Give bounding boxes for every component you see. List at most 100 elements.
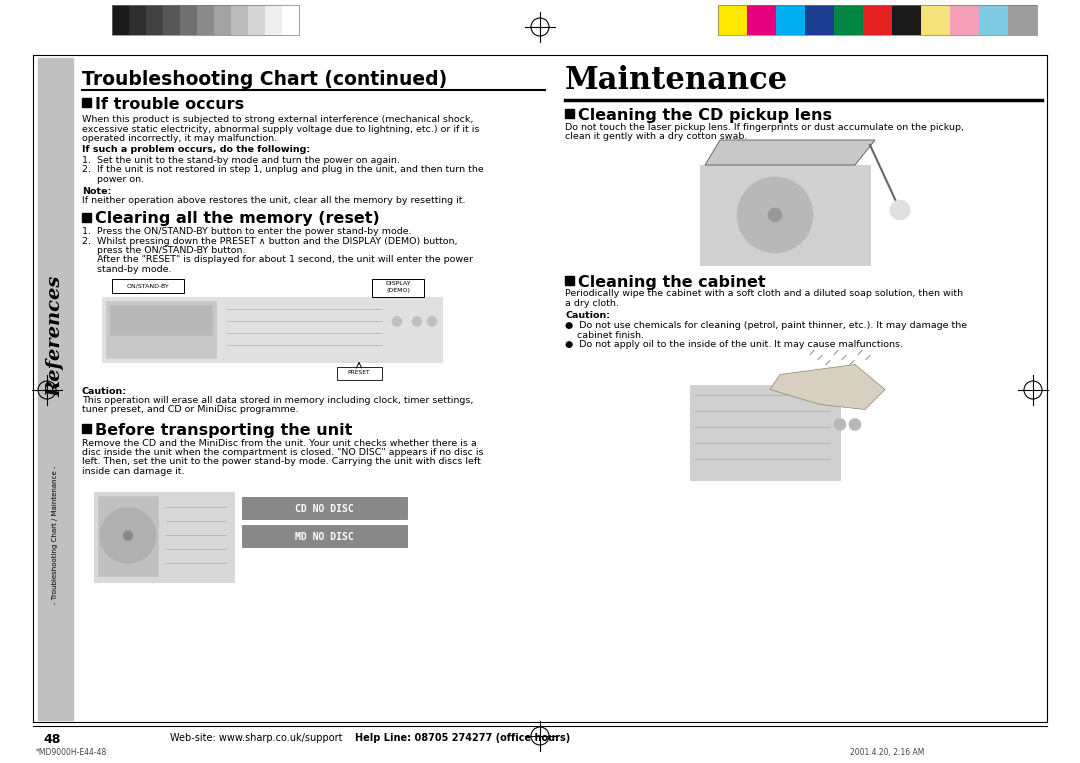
Bar xyxy=(112,5,299,35)
Text: cabinet finish.: cabinet finish. xyxy=(565,330,644,340)
Text: *MD9000H-E44-48: *MD9000H-E44-48 xyxy=(36,748,107,757)
Text: Maintenance: Maintenance xyxy=(565,65,788,96)
Text: (DEMO): (DEMO) xyxy=(386,288,410,293)
Text: This operation will erase all data stored in memory including clock, timer setti: This operation will erase all data store… xyxy=(82,396,473,405)
Bar xyxy=(690,385,840,479)
Text: MD NO DISC: MD NO DISC xyxy=(295,532,354,542)
Circle shape xyxy=(100,507,156,564)
Text: 48: 48 xyxy=(43,733,60,746)
Bar xyxy=(110,304,212,334)
Bar xyxy=(112,278,184,292)
Bar xyxy=(242,497,407,519)
Bar xyxy=(1008,5,1037,35)
Text: 1.  Press the ON/STAND-BY button to enter the power stand-by mode.: 1. Press the ON/STAND-BY button to enter… xyxy=(82,227,411,236)
Bar xyxy=(777,5,805,35)
Bar xyxy=(112,5,129,35)
Bar xyxy=(718,5,747,35)
Text: Do not touch the laser pickup lens. If fingerprints or dust accumulate on the pi: Do not touch the laser pickup lens. If f… xyxy=(565,123,964,131)
Circle shape xyxy=(427,317,437,327)
Bar xyxy=(38,58,73,720)
Text: After the "RESET" is displayed for about 1 second, the unit will enter the power: After the "RESET" is displayed for about… xyxy=(82,256,473,265)
Bar xyxy=(282,5,299,35)
Bar xyxy=(82,98,91,107)
Bar xyxy=(242,524,407,546)
Text: CD NO DISC: CD NO DISC xyxy=(295,504,354,513)
Text: 2.  If the unit is not restored in step 1, unplug and plug in the unit, and then: 2. If the unit is not restored in step 1… xyxy=(82,166,484,175)
Polygon shape xyxy=(705,140,875,165)
Bar xyxy=(805,5,834,35)
Text: 2001.4.20, 2:16 AM: 2001.4.20, 2:16 AM xyxy=(850,748,924,757)
Circle shape xyxy=(737,177,813,253)
Bar xyxy=(180,5,197,35)
Text: References: References xyxy=(46,275,65,397)
Text: - Troubleshooting Chart / Maintenance -: - Troubleshooting Chart / Maintenance - xyxy=(53,465,58,604)
Text: PRESET: PRESET xyxy=(348,370,370,375)
Circle shape xyxy=(411,317,422,327)
Bar xyxy=(265,5,282,35)
Text: 2.  Whilst pressing down the PRESET ∧ button and the DISPLAY (DEMO) button,: 2. Whilst pressing down the PRESET ∧ but… xyxy=(82,237,458,246)
Text: operated incorrectly, it may malfunction.: operated incorrectly, it may malfunction… xyxy=(82,134,278,143)
Text: Clearing all the memory (reset): Clearing all the memory (reset) xyxy=(95,211,380,227)
Text: DISPLAY: DISPLAY xyxy=(386,281,410,286)
Text: If such a problem occurs, do the following:: If such a problem occurs, do the followi… xyxy=(82,146,310,154)
Text: Caution:: Caution: xyxy=(565,311,610,320)
Text: 1.  Set the unit to the stand-by mode and turn the power on again.: 1. Set the unit to the stand-by mode and… xyxy=(82,156,400,165)
Text: stand-by mode.: stand-by mode. xyxy=(82,265,172,274)
Text: Periodically wipe the cabinet with a soft cloth and a diluted soap solution, the: Periodically wipe the cabinet with a sof… xyxy=(565,289,963,298)
Text: Cleaning the cabinet: Cleaning the cabinet xyxy=(578,275,766,290)
Text: Troubleshooting Chart (continued): Troubleshooting Chart (continued) xyxy=(82,70,447,89)
Bar xyxy=(700,165,870,265)
Circle shape xyxy=(890,200,910,220)
Text: inside can damage it.: inside can damage it. xyxy=(82,467,185,476)
Text: tuner preset, and CD or MiniDisc programme.: tuner preset, and CD or MiniDisc program… xyxy=(82,405,299,414)
Bar xyxy=(129,5,146,35)
Bar xyxy=(892,5,921,35)
Text: ON/STAND-BY: ON/STAND-BY xyxy=(126,283,170,288)
Bar xyxy=(921,5,950,35)
Text: a dry cloth.: a dry cloth. xyxy=(565,299,619,308)
Bar xyxy=(337,366,382,379)
Bar xyxy=(94,491,234,581)
Bar xyxy=(102,297,442,362)
Bar xyxy=(106,301,216,358)
Bar xyxy=(248,5,265,35)
Text: disc inside the unit when the compartment is closed. "NO DISC" appears if no dis: disc inside the unit when the compartmen… xyxy=(82,448,484,457)
Bar xyxy=(214,5,231,35)
Bar xyxy=(950,5,978,35)
Bar xyxy=(747,5,777,35)
Circle shape xyxy=(849,418,861,430)
Text: ●  Do not use chemicals for cleaning (petrol, paint thinner, etc.). It may damag: ● Do not use chemicals for cleaning (pet… xyxy=(565,321,967,330)
Bar xyxy=(82,424,91,433)
Text: Help Line: 08705 274277 (office hours): Help Line: 08705 274277 (office hours) xyxy=(355,733,570,743)
Bar xyxy=(863,5,892,35)
Text: Web-site: www.sharp.co.uk/support: Web-site: www.sharp.co.uk/support xyxy=(170,733,342,743)
Text: Note:: Note: xyxy=(82,186,111,195)
Bar xyxy=(565,276,573,285)
Polygon shape xyxy=(770,365,885,410)
Bar xyxy=(146,5,163,35)
Circle shape xyxy=(123,530,133,540)
Bar xyxy=(163,5,180,35)
Text: When this product is subjected to strong external interference (mechanical shock: When this product is subjected to strong… xyxy=(82,115,473,124)
Bar xyxy=(98,495,158,575)
Text: Cleaning the CD pickup lens: Cleaning the CD pickup lens xyxy=(578,108,832,123)
Text: If neither operation above restores the unit, clear all the memory by resetting : If neither operation above restores the … xyxy=(82,196,465,205)
Bar xyxy=(197,5,214,35)
Circle shape xyxy=(834,418,846,430)
Circle shape xyxy=(768,208,782,222)
Text: power on.: power on. xyxy=(82,175,144,184)
Bar xyxy=(978,5,1008,35)
Text: Before transporting the unit: Before transporting the unit xyxy=(95,423,352,438)
Text: clean it gently with a dry cotton swab.: clean it gently with a dry cotton swab. xyxy=(565,132,747,141)
Bar xyxy=(231,5,248,35)
Text: press the ON/STAND-BY button.: press the ON/STAND-BY button. xyxy=(82,246,245,255)
Bar xyxy=(372,278,424,297)
Bar xyxy=(834,5,863,35)
Text: ●  Do not apply oil to the inside of the unit. It may cause malfunctions.: ● Do not apply oil to the inside of the … xyxy=(565,340,903,349)
Text: excessive static electricity, abnormal supply voltage due to lightning, etc.) or: excessive static electricity, abnormal s… xyxy=(82,124,480,134)
Bar xyxy=(718,5,1037,35)
Circle shape xyxy=(392,317,402,327)
Text: left. Then, set the unit to the power stand-by mode. Carrying the unit with disc: left. Then, set the unit to the power st… xyxy=(82,458,481,466)
Bar xyxy=(565,109,573,118)
Text: If trouble occurs: If trouble occurs xyxy=(95,97,244,112)
